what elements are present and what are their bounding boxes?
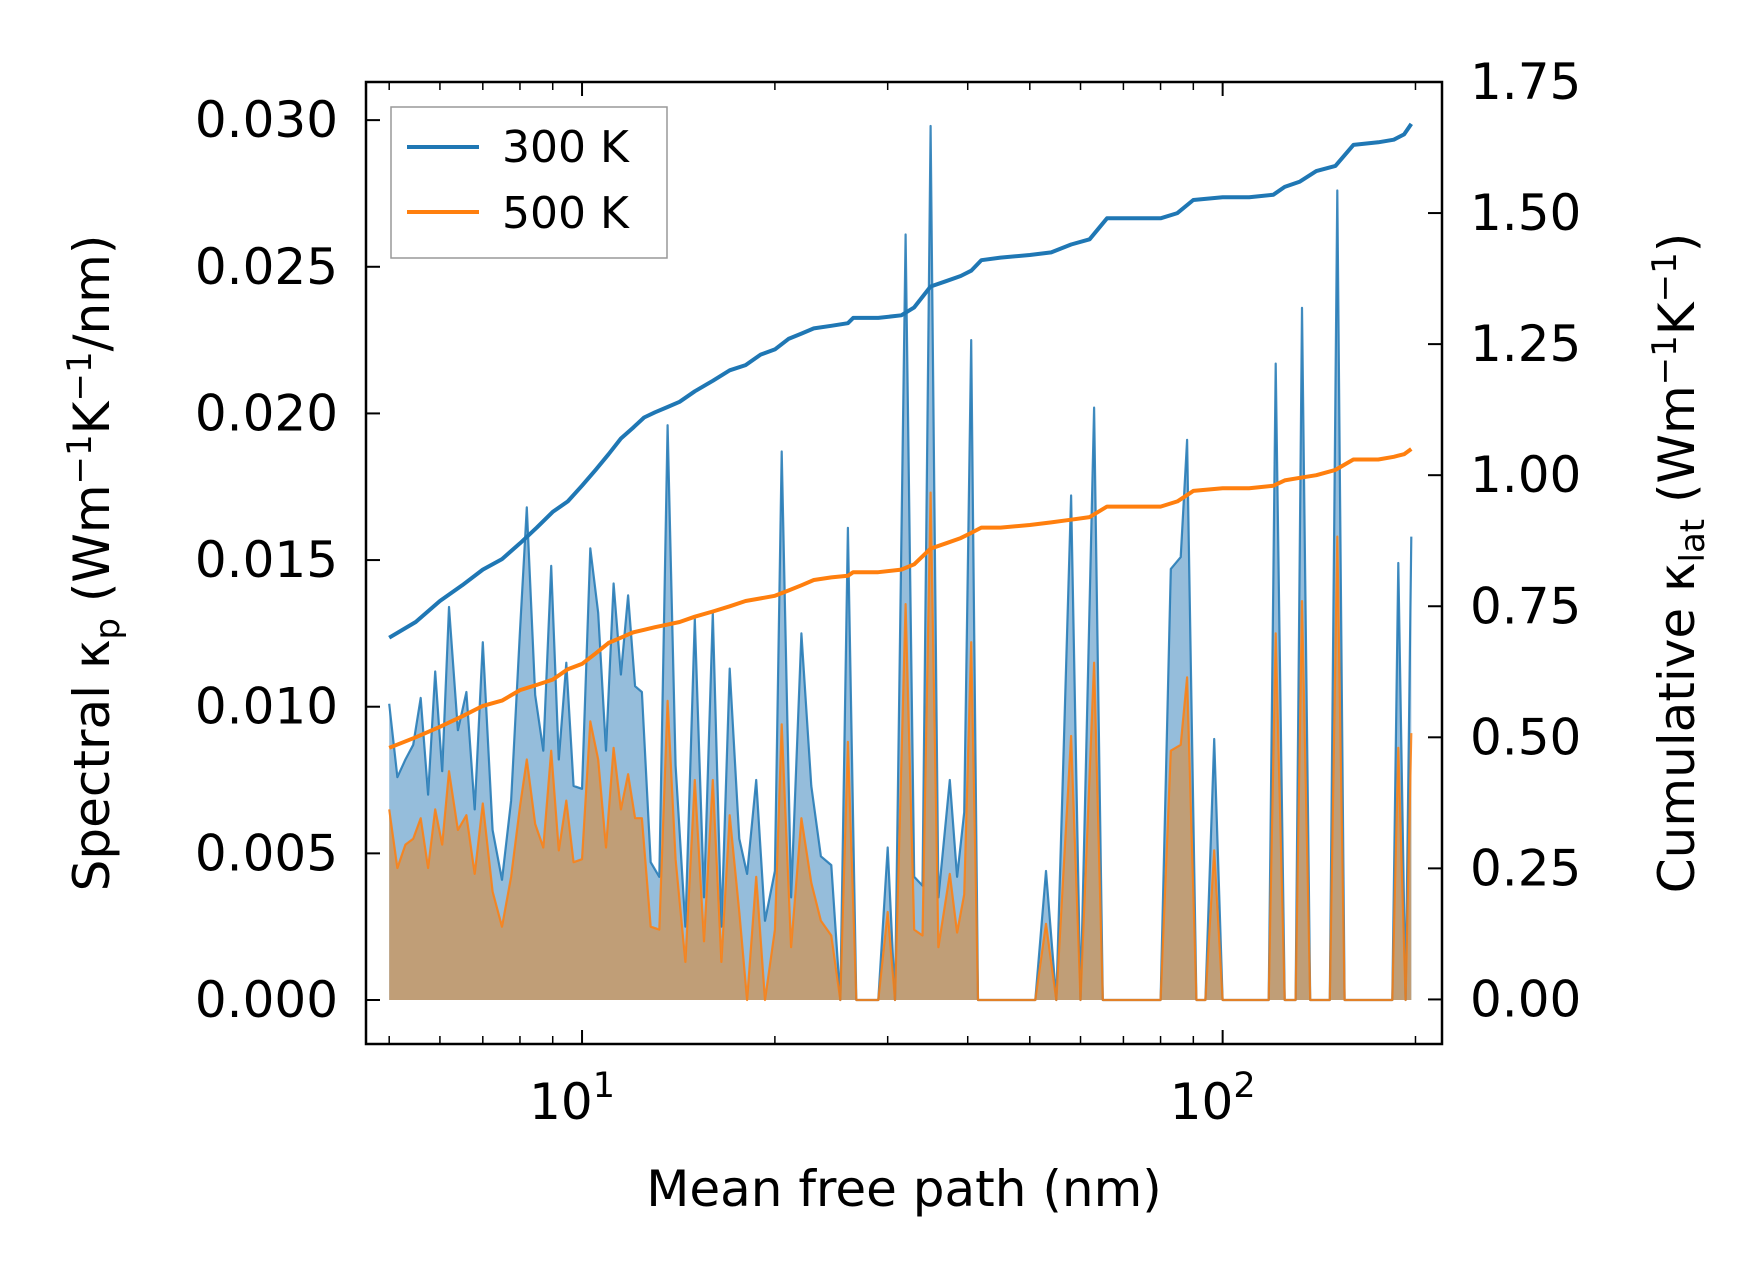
y-left-tick-label-5: 0.025: [195, 238, 338, 296]
y-right-tick-label-6: 1.50: [1470, 184, 1581, 242]
tick-layer: 0.000 0.005 0.010 0.015 0.020 0.025 0.030 0.00 0…: [195, 53, 1581, 1131]
y-left-tick-label-3: 0.015: [195, 531, 338, 589]
y-right-tick-label-0: 0.00: [1470, 970, 1581, 1028]
y-axis-title-right: Cumulative κlat (Wm−1K−1): [1645, 233, 1713, 893]
y-right-tick-label-2: 0.50: [1470, 708, 1581, 766]
legend-label-300k: 300 K: [502, 122, 630, 173]
y-right-sub: lat: [1673, 519, 1713, 563]
legend-label-500k: 500 K: [502, 188, 630, 239]
legend: 300 K 500 K: [390, 106, 668, 259]
y-left-unit-mid: K: [63, 400, 121, 434]
y-left-tick-label-4: 0.020: [195, 384, 338, 442]
spectral-fill-layer: [389, 126, 1412, 1000]
y-left-sub: p: [88, 618, 128, 640]
axis-label-layer: Mean free path (nm) Spectral κp (Wm−1K−1…: [60, 233, 1713, 1218]
y-left-tick-label-1: 0.005: [195, 824, 338, 882]
y-left-tick-label-6: 0.030: [195, 91, 338, 149]
y-right-tick-label-4: 1.00: [1470, 446, 1581, 504]
y-axis-title-left: Spectral κp (Wm−1K−1/nm): [60, 235, 128, 892]
y-left-main: Spectral κ: [63, 640, 121, 892]
spectral-line-500k: [388, 491, 1413, 1002]
y-left-unit-open: (Wm: [63, 484, 121, 618]
spectral-fill-500k: [389, 492, 1412, 1000]
y-right-sup2: −1: [1645, 252, 1685, 302]
y-right-tick-label-7: 1.75: [1470, 53, 1581, 111]
y-right-unit-mid: K: [1648, 301, 1706, 335]
x-tick-label-1: 102: [1170, 1066, 1256, 1131]
spectral-fill-300k: [389, 126, 1412, 1000]
cumulative-line-layer: [388, 122, 1413, 750]
y-right-sup1: −1: [1645, 335, 1685, 385]
y-right-tick-label-5: 1.25: [1470, 315, 1581, 373]
y-right-unit-open: (Wm: [1648, 385, 1706, 519]
x-axis-title: Mean free path (nm): [646, 1160, 1162, 1218]
y-right-unit-close: ): [1648, 233, 1706, 253]
y-left-tick-label-2: 0.010: [195, 678, 338, 736]
y-right-tick-label-3: 0.75: [1470, 577, 1581, 635]
y-right-tick-label-1: 0.25: [1470, 839, 1581, 897]
cumulative-line-500k: [388, 447, 1413, 750]
legend-box: [390, 106, 668, 259]
y-right-main: Cumulative κ: [1648, 562, 1706, 893]
cumulative-line-300k: [388, 122, 1413, 640]
x-tick-label-0: 101: [529, 1066, 615, 1131]
spectral-line-layer: [388, 124, 1413, 1002]
y-left-sup2: −1: [60, 351, 100, 401]
y-left-unit-close: /nm): [63, 235, 121, 352]
y-left-sup1: −1: [60, 434, 100, 484]
y-left-tick-label-0: 0.000: [195, 971, 338, 1029]
plot-frame: [364, 80, 1444, 1046]
